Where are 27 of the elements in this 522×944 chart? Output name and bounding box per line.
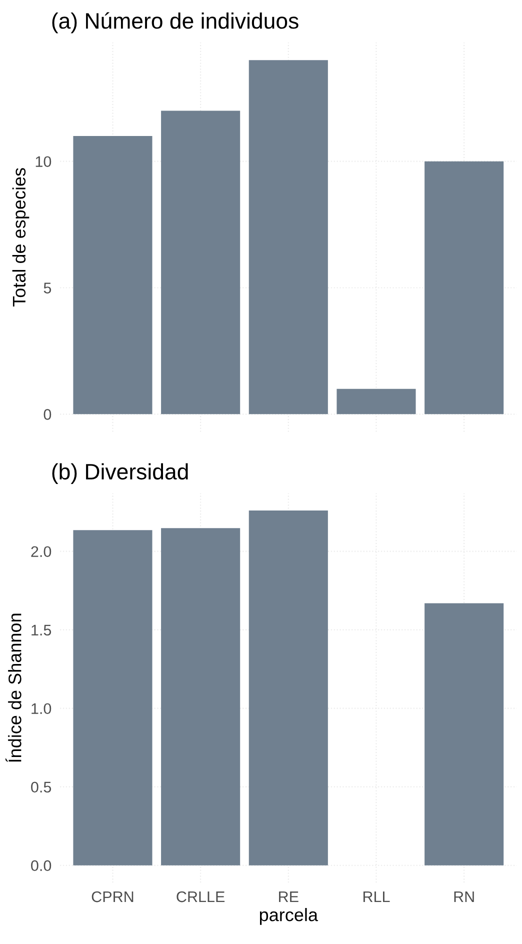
y-tick-label: 1.0 [32, 703, 52, 714]
y-tick-label: 0.0 [31, 860, 52, 872]
x-tick-label: RN [454, 892, 474, 902]
bar [73, 136, 152, 414]
y-tick-label: 0.5 [31, 782, 52, 793]
bar [424, 603, 504, 866]
x-tick-label: CPRN [92, 891, 134, 902]
bar [248, 510, 328, 866]
y-tick-label: 1.5 [32, 624, 52, 636]
y-tick-label: 0 [44, 409, 52, 420]
bar [248, 60, 328, 414]
bar [424, 161, 504, 414]
bar [336, 388, 416, 414]
bar [161, 528, 240, 866]
y-tick-label: 2.0 [31, 546, 52, 558]
x-tick-label: CRLLE [176, 891, 225, 902]
bar [73, 530, 152, 866]
y-tick-label: 5 [44, 282, 52, 294]
x-tick-label: RE [279, 892, 298, 902]
y-axis-title: Índice de Shannon [6, 614, 22, 762]
chart-title: (b) Diversidad [52, 463, 188, 484]
x-tick-label: RLL [363, 892, 390, 902]
y-tick-label: 10 [36, 156, 52, 168]
bar [161, 110, 240, 414]
chart-title: (a) Número de individuos [52, 12, 298, 34]
y-axis-title: Total de especies [12, 168, 30, 307]
x-axis-title: parcela [260, 908, 318, 925]
